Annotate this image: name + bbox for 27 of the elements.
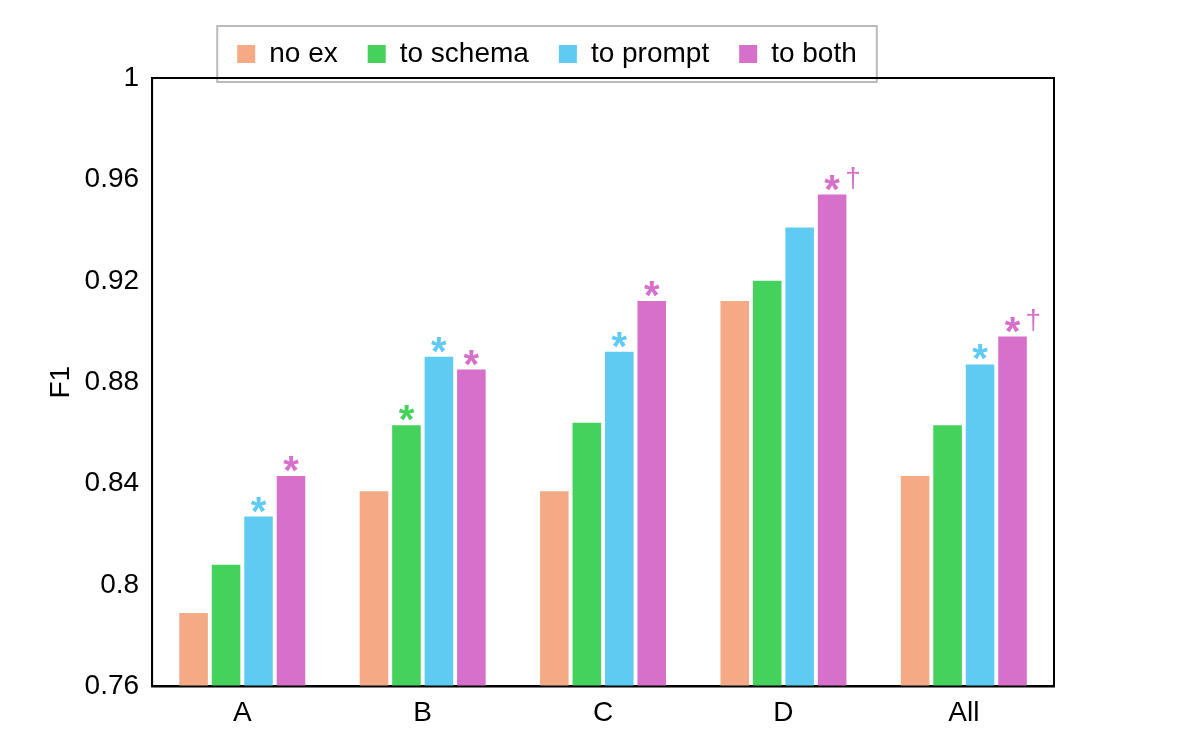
y-tick-label: 0.76 bbox=[84, 669, 140, 701]
y-tick-label: 1 bbox=[123, 60, 140, 92]
legend-label: to schema bbox=[399, 36, 530, 68]
legend-label: to both bbox=[771, 36, 857, 68]
y-tick-label: 0.92 bbox=[84, 263, 140, 295]
y-tick-label: 0.96 bbox=[84, 162, 140, 194]
x-tick-label: C bbox=[592, 695, 614, 727]
data-label: * bbox=[283, 447, 300, 492]
y-tick-label: 0.8 bbox=[100, 567, 140, 599]
x-tick-label: B bbox=[413, 695, 433, 727]
legend-label: no ex bbox=[269, 36, 338, 68]
data-label: *† bbox=[824, 161, 861, 211]
data-label: * bbox=[463, 341, 480, 386]
data-label: * bbox=[398, 397, 415, 442]
y-tick-label: 0.88 bbox=[84, 364, 140, 396]
data-label: *† bbox=[1004, 303, 1042, 353]
y-axis-title: F1 bbox=[43, 365, 75, 399]
data-label: * bbox=[972, 336, 989, 381]
data-label: * bbox=[250, 488, 267, 533]
x-tick-label: All bbox=[948, 695, 980, 727]
legend-label: to prompt bbox=[590, 36, 710, 68]
data-label: * bbox=[431, 328, 448, 373]
data-label: * bbox=[611, 323, 628, 368]
y-tick-label: 0.84 bbox=[84, 466, 140, 498]
x-tick-label: D bbox=[773, 695, 794, 727]
x-tick-label: A bbox=[232, 695, 252, 727]
data-label: * bbox=[643, 273, 660, 318]
